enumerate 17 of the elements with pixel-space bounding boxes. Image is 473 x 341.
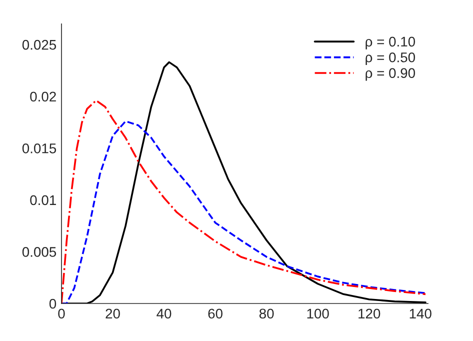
y-tick-label: 0.01 bbox=[30, 195, 56, 206]
x-tick-label: 80 bbox=[259, 308, 274, 319]
x-tick-label: 100 bbox=[307, 308, 329, 319]
y-tick-label: 0.015 bbox=[22, 143, 56, 154]
x-tick-label: 0 bbox=[58, 308, 65, 319]
legend-label: ρ = 0.50 bbox=[366, 52, 416, 66]
y-tick-label: 0.025 bbox=[22, 40, 56, 50]
y-tick-label: 0.02 bbox=[30, 92, 56, 102]
x-tick-label: 140 bbox=[410, 308, 432, 319]
x-tick-label: 60 bbox=[208, 308, 222, 319]
x-tick-label: 40 bbox=[156, 308, 172, 319]
legend-label: ρ = 0.90 bbox=[366, 68, 416, 81]
x-tick-label: 120 bbox=[358, 308, 380, 319]
y-tick-label: 0 bbox=[49, 298, 56, 309]
x-tick-label: 20 bbox=[106, 308, 120, 319]
legend-label: ρ = 0.10 bbox=[366, 36, 416, 50]
y-tick-label: 0.005 bbox=[22, 247, 56, 257]
